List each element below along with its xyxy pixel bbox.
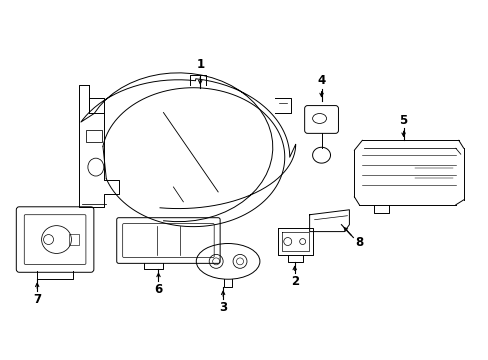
Text: 2: 2	[290, 275, 298, 288]
Text: 1: 1	[196, 58, 204, 71]
Bar	[69, 234, 79, 246]
Text: 8: 8	[354, 236, 363, 249]
Text: 3: 3	[219, 301, 227, 314]
Text: 7: 7	[33, 293, 41, 306]
Text: 6: 6	[154, 283, 163, 296]
Text: 5: 5	[399, 114, 407, 127]
Bar	[86, 130, 102, 142]
Text: 4: 4	[317, 74, 325, 87]
